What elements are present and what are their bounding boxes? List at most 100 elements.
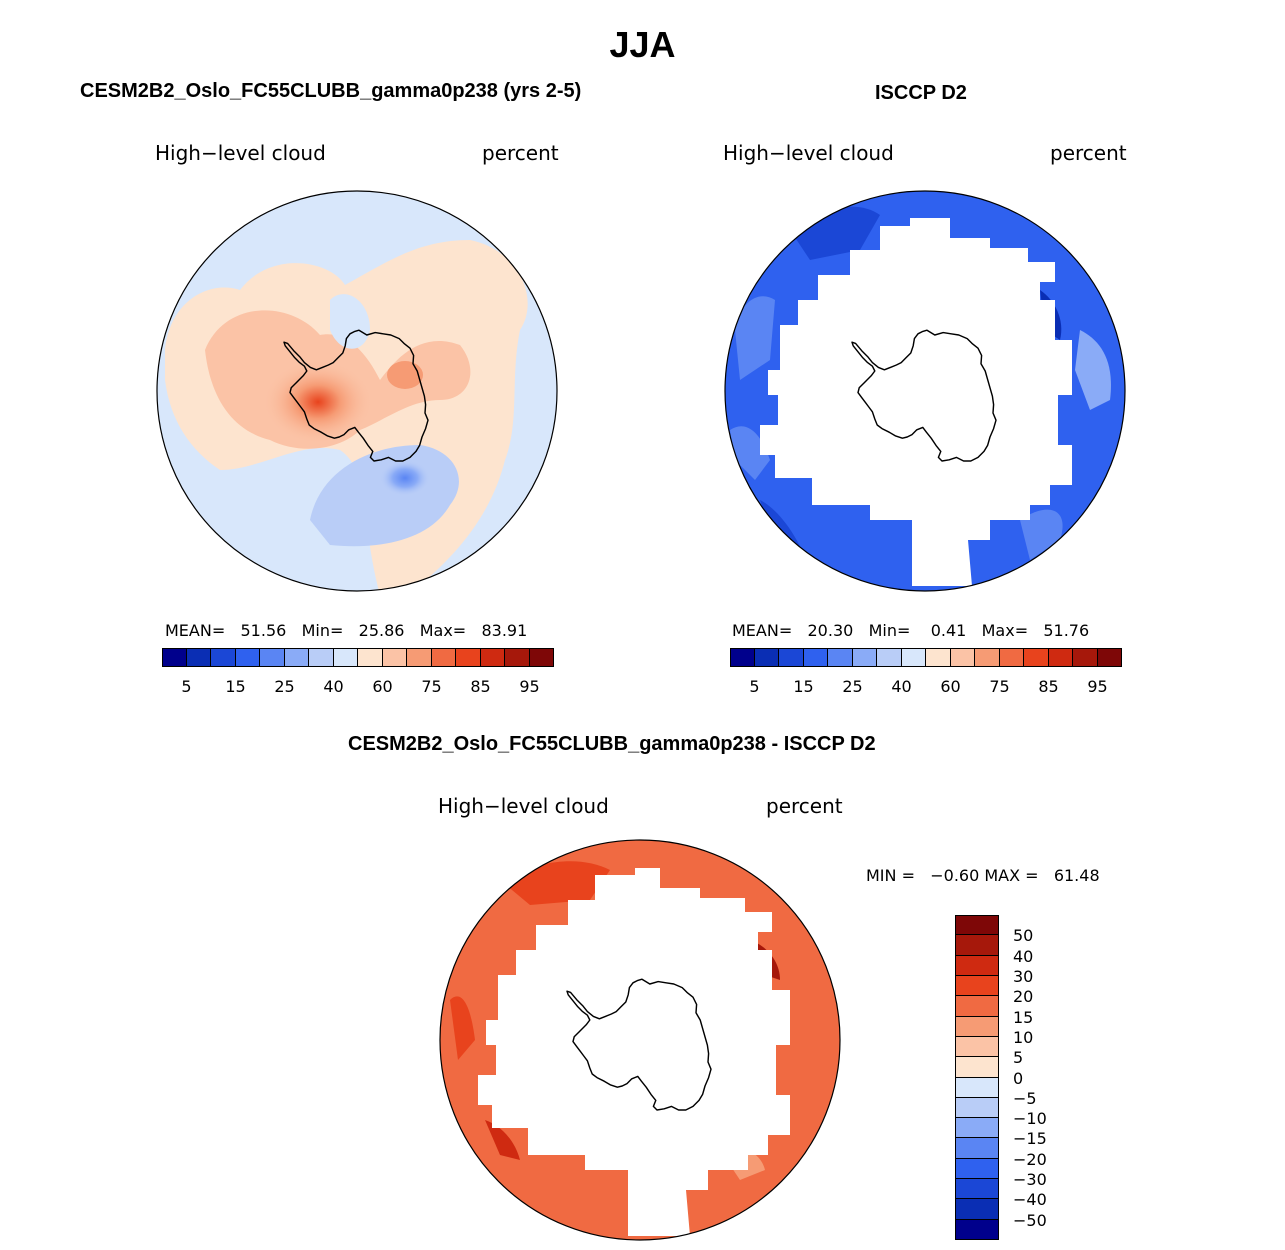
panel2-colorbar-swatch — [877, 648, 902, 667]
panel1-colorbar-tick-label: 85 — [470, 677, 491, 696]
panel3-colorbar-swatch — [955, 935, 999, 956]
panel2-min-label: Min= — [868, 621, 911, 640]
panel1-colorbar-tick-label: 60 — [372, 677, 393, 696]
panel3-colorbar-tick-label: −10 — [1013, 1109, 1047, 1129]
panel2-colorbar-swatch — [1097, 648, 1122, 667]
panel3-colorbar-swatch — [955, 955, 999, 976]
panel1-colorbar-swatch — [309, 648, 334, 667]
panel2-light-patch-c — [1075, 330, 1111, 410]
panel3-colorbar — [955, 915, 999, 1240]
panel2-colorbar-tick-label: 60 — [940, 677, 961, 696]
panel2-colorbar-swatch — [975, 648, 1000, 667]
panel3-colorbar-swatch — [955, 1179, 999, 1200]
figure-title: JJA — [609, 24, 676, 65]
panel3-colorbar-tick-label: −5 — [1013, 1088, 1037, 1108]
panel2-colorbar-swatch — [754, 648, 779, 667]
panel3-colorbar-swatch — [955, 975, 999, 997]
panel3-colorbar-tick-label: 40 — [1013, 946, 1034, 966]
panel3-colorbar-tick-label: −20 — [1013, 1149, 1047, 1169]
panel1-colorbar-swatch — [456, 648, 481, 667]
panel2-colorbar-swatch — [1073, 648, 1098, 667]
panel1-colorbar-tick-label: 25 — [274, 677, 295, 696]
panel3-colorbar-tick-label: −40 — [1013, 1190, 1047, 1210]
panel1-colorbar-swatch — [358, 648, 383, 667]
panel1-title: CESM2B2_Oslo_FC55CLUBB_gamma0p238 (yrs 2… — [80, 80, 582, 102]
panel3-colorbar-swatch — [955, 1057, 999, 1078]
panel1-colorbar-tick-label: 75 — [421, 677, 442, 696]
panel2-map-border — [724, 190, 1126, 592]
panel3-colorbar-ticks: 50 40 30 20 15 10 5 0 −5 −10 −15 −20 −30 −40 −50 — [1013, 915, 1073, 1240]
panel1-colorbar-swatch — [211, 648, 236, 667]
panel3-colorbar-swatch — [955, 915, 999, 936]
panel1-units: percent — [482, 141, 559, 165]
panel3-variable: High−level cloud — [438, 794, 609, 818]
panel3-colorbar-tick-label: −30 — [1013, 1170, 1047, 1190]
panel1-colorbar-swatch — [162, 648, 187, 667]
panel1-colorbar-swatch — [333, 648, 358, 667]
panel1-stats: MEAN= 51.56 Min= 25.86 Max= 83.91 — [165, 621, 527, 640]
panel2-colorbar-tick-label: 25 — [842, 677, 863, 696]
panel1-min-region — [380, 460, 430, 496]
panel1-colorbar-tick-label: 40 — [323, 677, 344, 696]
panel3-colorbar-tick-label: 20 — [1013, 987, 1034, 1007]
panel2-colorbar-tick-label: 95 — [1087, 677, 1108, 696]
panel3-colorbar-tick-label: 5 — [1013, 1048, 1024, 1068]
panel1-max-value: 83.91 — [481, 621, 528, 640]
panel1-colorbar-swatch — [260, 648, 285, 667]
panel1-max-label: Max= — [419, 621, 467, 640]
panel2-map — [724, 190, 1126, 592]
panel3-colorbar-swatch — [955, 1077, 999, 1098]
panel2-stats: MEAN= 20.30 Min= 0.41 Max= 51.76 — [732, 621, 1089, 640]
panel3-map — [439, 839, 841, 1241]
panel2-mean-value: 20.30 — [807, 621, 854, 640]
panel1-colorbar-swatch — [186, 648, 211, 667]
panel3-stats: MIN = −0.60 MAX = 61.48 — [866, 866, 1100, 885]
panel2-colorbar — [730, 648, 1122, 667]
panel1-weddell-low — [330, 294, 370, 349]
panel3-colorbar-swatch — [955, 996, 999, 1017]
panel1-colorbar-swatch — [407, 648, 432, 667]
panel1-colorbar-swatch — [431, 648, 456, 667]
panel3-colorbar-tick-label: 10 — [1013, 1027, 1034, 1047]
panel2-colorbar-ticks: 5 15 25 40 60 75 85 95 — [730, 677, 1122, 697]
panel1-colorbar-tick-label: 15 — [225, 677, 246, 696]
panel3-colorbar-tick-label: −50 — [1013, 1210, 1047, 1230]
panel3-colorbar-swatch — [955, 1219, 999, 1240]
panel2-colorbar-swatch — [999, 648, 1024, 667]
panel2-colorbar-swatch — [1024, 648, 1049, 667]
panel1-colorbar-swatch — [529, 648, 554, 667]
panel3-colorbar-tick-label: 50 — [1013, 926, 1034, 946]
panel1-colorbar-swatch — [235, 648, 260, 667]
panel1-mean-label: MEAN= — [165, 621, 226, 640]
panel3-colorbar-tick-label: 15 — [1013, 1007, 1034, 1027]
panel1-colorbar-ticks: 5 15 25 40 60 75 85 95 — [162, 677, 554, 697]
panel2-mean-label: MEAN= — [732, 621, 793, 640]
panel2-light-patch-a — [735, 296, 775, 380]
panel2-colorbar-swatch — [1048, 648, 1073, 667]
panel2-colorbar-swatch — [901, 648, 926, 667]
panel1-colorbar-swatch — [480, 648, 505, 667]
panel2-colorbar-tick-label: 85 — [1038, 677, 1059, 696]
panel2-max-value: 51.76 — [1043, 621, 1090, 640]
panel2-colorbar-swatch — [950, 648, 975, 667]
panel2-light-patch-d — [1020, 509, 1063, 560]
panel1-min-value: 25.86 — [358, 621, 405, 640]
panel2-colorbar-tick-label: 5 — [749, 677, 760, 696]
panel2-max-label: Max= — [981, 621, 1029, 640]
panel1-max-region — [263, 360, 373, 444]
panel1-map-border — [156, 190, 558, 592]
panel1-colorbar-swatch — [284, 648, 309, 667]
panel3-title: CESM2B2_Oslo_FC55CLUBB_gamma0p238 - ISCC… — [348, 733, 876, 755]
panel3-dark-patch-b — [450, 996, 475, 1060]
panel3-colorbar-tick-label: −15 — [1013, 1129, 1047, 1149]
panel3-missing-data — [478, 868, 790, 1236]
panel2-min-value: 0.41 — [930, 621, 967, 640]
panel1-colorbar-swatch — [382, 648, 407, 667]
panel3-colorbar-tick-label: 30 — [1013, 966, 1034, 986]
panel3-dark-patch-d — [485, 1120, 520, 1160]
panel3-colorbar-swatch — [955, 1199, 999, 1220]
panel1-min-label: Min= — [301, 621, 344, 640]
panel1-mean-value: 51.56 — [240, 621, 287, 640]
panel2-colorbar-tick-label: 40 — [891, 677, 912, 696]
panel3-colorbar-swatch — [955, 1158, 999, 1180]
